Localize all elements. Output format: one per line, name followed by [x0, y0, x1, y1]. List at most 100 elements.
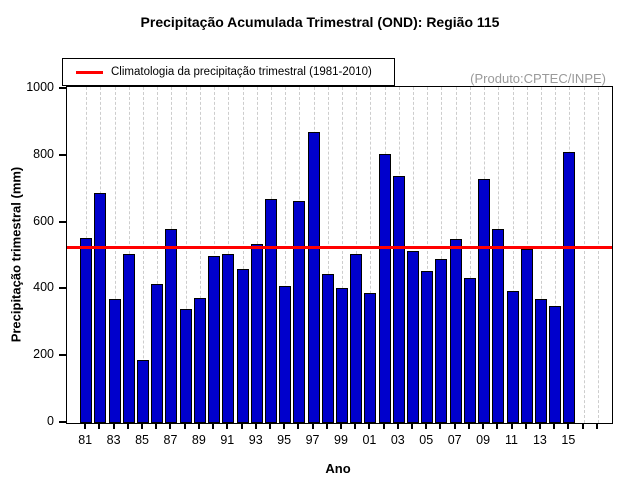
x-tick: [126, 423, 129, 429]
bar-1989: [193, 298, 206, 423]
y-tick: [59, 220, 66, 223]
y-tick: [59, 354, 66, 357]
bar-2000: [350, 254, 363, 423]
x-tick: [84, 423, 87, 429]
x-tick-label: 89: [191, 433, 206, 447]
x-tick: [268, 423, 271, 429]
x-tick-label: 13: [532, 433, 547, 447]
bar-1987: [165, 229, 178, 423]
x-tick-label: 83: [106, 433, 121, 447]
y-tick-label: 0: [47, 414, 54, 428]
x-tick-label: 97: [305, 433, 320, 447]
x-tick-label: 07: [447, 433, 462, 447]
gridline: [583, 87, 585, 423]
bar-2007: [449, 239, 462, 423]
x-tick: [553, 423, 556, 429]
x-tick: [453, 423, 456, 429]
x-tick-label: 95: [277, 433, 292, 447]
gridline: [185, 87, 187, 423]
x-tick: [212, 423, 215, 429]
bar-1997: [307, 132, 320, 423]
y-tick-label: 800: [33, 146, 54, 161]
x-tick: [595, 423, 598, 429]
x-tick: [425, 423, 428, 429]
bar-2011: [506, 291, 519, 423]
gridline: [341, 87, 343, 423]
x-tick: [467, 423, 470, 429]
y-tick: [59, 421, 66, 423]
product-credit-label: (Produto:CPTEC/INPE): [470, 71, 606, 86]
y-tick: [59, 153, 66, 156]
x-tick-label: 87: [163, 433, 178, 447]
bar-1986: [151, 284, 164, 423]
gridline: [242, 87, 244, 423]
bar-2008: [463, 278, 476, 423]
bar-2014: [549, 306, 562, 423]
x-tick: [411, 423, 414, 429]
bar-2009: [478, 179, 491, 423]
x-tick: [98, 423, 101, 429]
y-tick: [59, 87, 66, 89]
gridline: [157, 87, 159, 423]
x-tick-label: 85: [135, 433, 149, 447]
x-tick: [325, 423, 328, 429]
x-tick-label: 11: [505, 433, 518, 447]
x-tick: [439, 423, 442, 429]
gridline: [512, 87, 514, 423]
bar-1981: [80, 238, 93, 423]
legend-box: Climatologia da precipitação trimestral …: [62, 58, 395, 86]
x-tick: [354, 423, 357, 429]
x-tick: [567, 423, 570, 429]
bar-1992: [236, 269, 249, 423]
gridline: [555, 87, 557, 423]
bar-2003: [392, 176, 405, 423]
x-tick-label: 91: [220, 433, 235, 447]
gridline: [370, 87, 372, 423]
x-tick-label: 81: [78, 433, 93, 447]
x-tick: [382, 423, 385, 429]
y-tick-label: 200: [33, 347, 54, 362]
gridline: [427, 87, 429, 423]
x-tick: [496, 423, 499, 429]
x-tick-label: 01: [362, 433, 377, 447]
gridline: [114, 87, 116, 423]
bar-1990: [208, 256, 221, 423]
gridline: [199, 87, 201, 423]
climatology-line-sample-icon: [76, 71, 103, 74]
gridline: [143, 87, 145, 423]
y-tick: [59, 287, 66, 290]
bar-2005: [421, 271, 434, 423]
x-tick-label: 09: [476, 433, 491, 447]
x-axis-label: Ano: [325, 461, 351, 476]
x-tick: [226, 423, 229, 429]
x-tick: [524, 423, 527, 429]
bar-1982: [94, 193, 107, 423]
bar-2006: [435, 259, 448, 423]
bar-1983: [108, 299, 121, 423]
x-tick: [183, 423, 186, 429]
x-tick: [169, 423, 172, 429]
x-tick: [311, 423, 314, 429]
bar-1995: [279, 286, 292, 423]
x-tick: [240, 423, 243, 429]
bar-1998: [321, 274, 334, 423]
bar-1996: [293, 201, 306, 423]
x-tick: [141, 423, 144, 429]
x-tick: [396, 423, 399, 429]
chart-title: Precipitação Acumulada Trimestral (OND):…: [140, 14, 500, 30]
x-tick-label: 15: [561, 433, 576, 447]
bar-1991: [222, 254, 235, 423]
bar-2013: [534, 299, 547, 423]
x-tick-label: 03: [390, 433, 405, 447]
bar-1985: [137, 360, 150, 423]
gridline: [441, 87, 443, 423]
x-tick: [254, 423, 257, 429]
x-tick: [197, 423, 200, 429]
x-tick: [482, 423, 485, 429]
x-tick: [283, 423, 286, 429]
y-tick-label: 1000: [26, 80, 54, 94]
climatology-line: [67, 246, 612, 249]
x-tick-label: 93: [248, 433, 263, 447]
x-tick: [112, 423, 115, 429]
